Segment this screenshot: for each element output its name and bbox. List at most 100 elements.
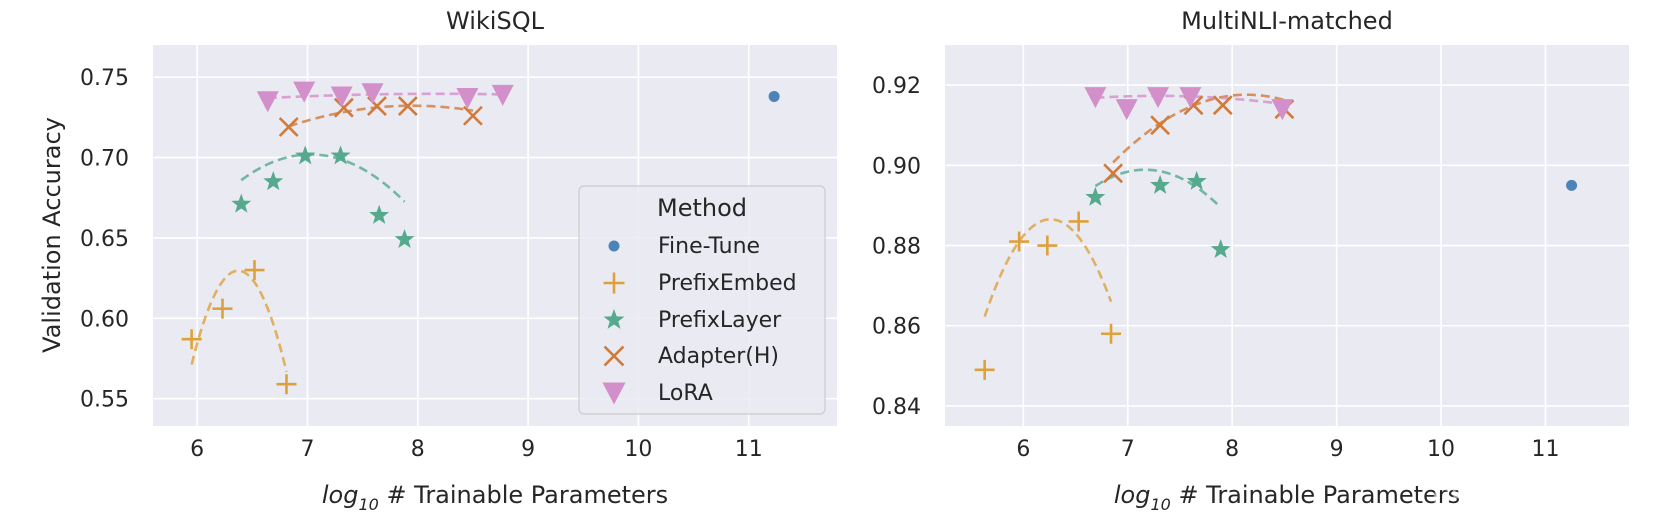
- multinli-x-axis-label: log10 # Trainable Parameters: [1114, 481, 1460, 514]
- lora-point: [256, 91, 279, 113]
- prefixembed-point: [1037, 235, 1058, 256]
- prefixembed-point: [1009, 231, 1030, 252]
- legend-label-fine-tune: Fine-Tune: [658, 234, 760, 259]
- prefixlayer-point: [1085, 186, 1106, 206]
- lora-point: [1179, 87, 1202, 109]
- adapter-h-point: [1150, 115, 1171, 136]
- y-tick-label: 0.75: [80, 66, 129, 91]
- prefixlayer-point: [369, 204, 390, 224]
- y-tick-label: 0.90: [872, 154, 921, 179]
- legend-marker-fine-tune: [608, 240, 620, 252]
- prefixembed-point: [244, 260, 265, 281]
- multinli-panel: 6 7 8 9 10 11 0.84 0.86 0.88 0.90 0.92 MultiNLI-ma…: [872, 7, 1629, 514]
- adapter-h-point: [278, 117, 299, 137]
- legend-markers: [602, 240, 626, 405]
- prefixlayer-point: [330, 145, 351, 165]
- legend-box: [578, 185, 826, 415]
- adapter-h-fit-line: [288, 104, 474, 128]
- watermark: CSDN @L-含光承影: [1432, 484, 1668, 514]
- x-tick-label: 10: [624, 437, 652, 462]
- y-tick-label: 0.70: [80, 147, 129, 172]
- prefixembed-point: [1101, 323, 1122, 344]
- lora-point: [1115, 99, 1138, 121]
- legend-marker-prefixlayer: [603, 308, 625, 329]
- fine-tune-point: [768, 90, 780, 102]
- lora-point: [293, 81, 316, 103]
- x-tick-label: 8: [411, 437, 425, 462]
- wikisql-markers: [181, 81, 780, 395]
- lora-fit-line: [267, 92, 503, 100]
- prefixlayer-point: [295, 145, 316, 165]
- x-tick-label: 11: [735, 437, 763, 462]
- x-tick-label: 9: [1330, 437, 1344, 462]
- legend-marker-prefixembed: [603, 272, 625, 294]
- legend-marker-adapter-h: [603, 345, 625, 367]
- prefixembed-point: [1068, 211, 1089, 232]
- prefixembed-point: [181, 329, 202, 350]
- prefixlayer-fit-line: [240, 153, 406, 203]
- y-axis-label: Validation Accuracy: [38, 117, 66, 353]
- multinli-title: MultiNLI-matched: [1181, 7, 1393, 35]
- adapter-h-point: [397, 96, 418, 117]
- prefixembed-point: [974, 359, 995, 380]
- multinli-grid: [945, 45, 1629, 426]
- lora-point: [1084, 87, 1107, 109]
- y-tick-label: 0.92: [872, 74, 921, 99]
- y-tick-label: 0.88: [872, 235, 921, 260]
- y-tick-label: 0.60: [80, 307, 129, 332]
- lora-point: [1147, 87, 1170, 109]
- x-tick-label: 6: [190, 437, 204, 462]
- legend: Method Fine-Tune PrefixEmbed PrefixLayer…: [578, 185, 826, 415]
- lora-point: [491, 84, 514, 106]
- x-tick-label: 8: [1225, 437, 1239, 462]
- prefixlayer-point: [1150, 174, 1171, 194]
- x-tick-label: 7: [300, 437, 314, 462]
- multinli-fit-lines: [983, 93, 1285, 318]
- wikisql-fit-lines: [190, 92, 503, 373]
- x-tick-label: 7: [1121, 437, 1135, 462]
- legend-label-prefixlayer: PrefixLayer: [658, 308, 782, 333]
- legend-title: Method: [657, 194, 747, 222]
- prefixlayer-point: [1186, 170, 1207, 190]
- prefixembed-point: [212, 298, 233, 319]
- xlabel-rest: # Trainable Parameters: [1171, 481, 1460, 509]
- xlabel-log: log: [1114, 481, 1151, 509]
- lora-fit-line: [1095, 94, 1283, 106]
- x-tick-label: 6: [1016, 437, 1030, 462]
- legend-label-prefixembed: PrefixEmbed: [658, 271, 797, 296]
- prefixembed-point: [276, 374, 297, 395]
- multinli-tick-labels: 6 7 8 9 10 11 0.84 0.86 0.88 0.90 0.92: [872, 74, 1559, 462]
- adapter-h-point: [1212, 95, 1233, 116]
- prefixembed-fit-line: [983, 218, 1113, 318]
- adapter-h-point: [463, 105, 483, 126]
- lora-point: [1271, 99, 1294, 121]
- adapter-h-point: [333, 97, 354, 118]
- wikisql-tick-labels: 6 7 8 9 10 11 0.55 0.60 0.65 0.70 0.75: [80, 66, 763, 462]
- y-tick-label: 0.84: [872, 395, 921, 420]
- fine-tune-point: [1566, 179, 1578, 191]
- y-tick-label: 0.55: [80, 388, 129, 413]
- adapter-h-point: [1103, 163, 1124, 184]
- multinli-markers: [974, 87, 1578, 380]
- adapter-h-fit-line: [1112, 93, 1285, 164]
- prefixlayer-fit-line: [1094, 168, 1222, 209]
- wikisql-title: WikiSQL: [446, 7, 545, 35]
- y-tick-label: 0.86: [872, 315, 921, 340]
- xlabel-sub: 10: [1150, 495, 1170, 514]
- y-tick-label: 0.65: [80, 227, 129, 252]
- lora-point: [361, 83, 384, 105]
- xlabel-sub: 10: [358, 495, 378, 514]
- x-tick-label: 10: [1427, 437, 1455, 462]
- lora-point: [456, 88, 479, 110]
- prefixlayer-point: [394, 229, 415, 249]
- xlabel-log: log: [322, 481, 359, 509]
- xlabel-rest: # Trainable Parameters: [379, 481, 668, 509]
- prefixlayer-point: [231, 193, 252, 213]
- legend-marker-lora: [602, 382, 626, 405]
- prefixlayer-point: [263, 171, 284, 191]
- x-tick-label: 9: [521, 437, 535, 462]
- wikisql-x-axis-label: log10 # Trainable Parameters: [322, 481, 668, 514]
- legend-label-adapter-h: Adapter(H): [658, 344, 779, 369]
- lora-point: [330, 86, 353, 108]
